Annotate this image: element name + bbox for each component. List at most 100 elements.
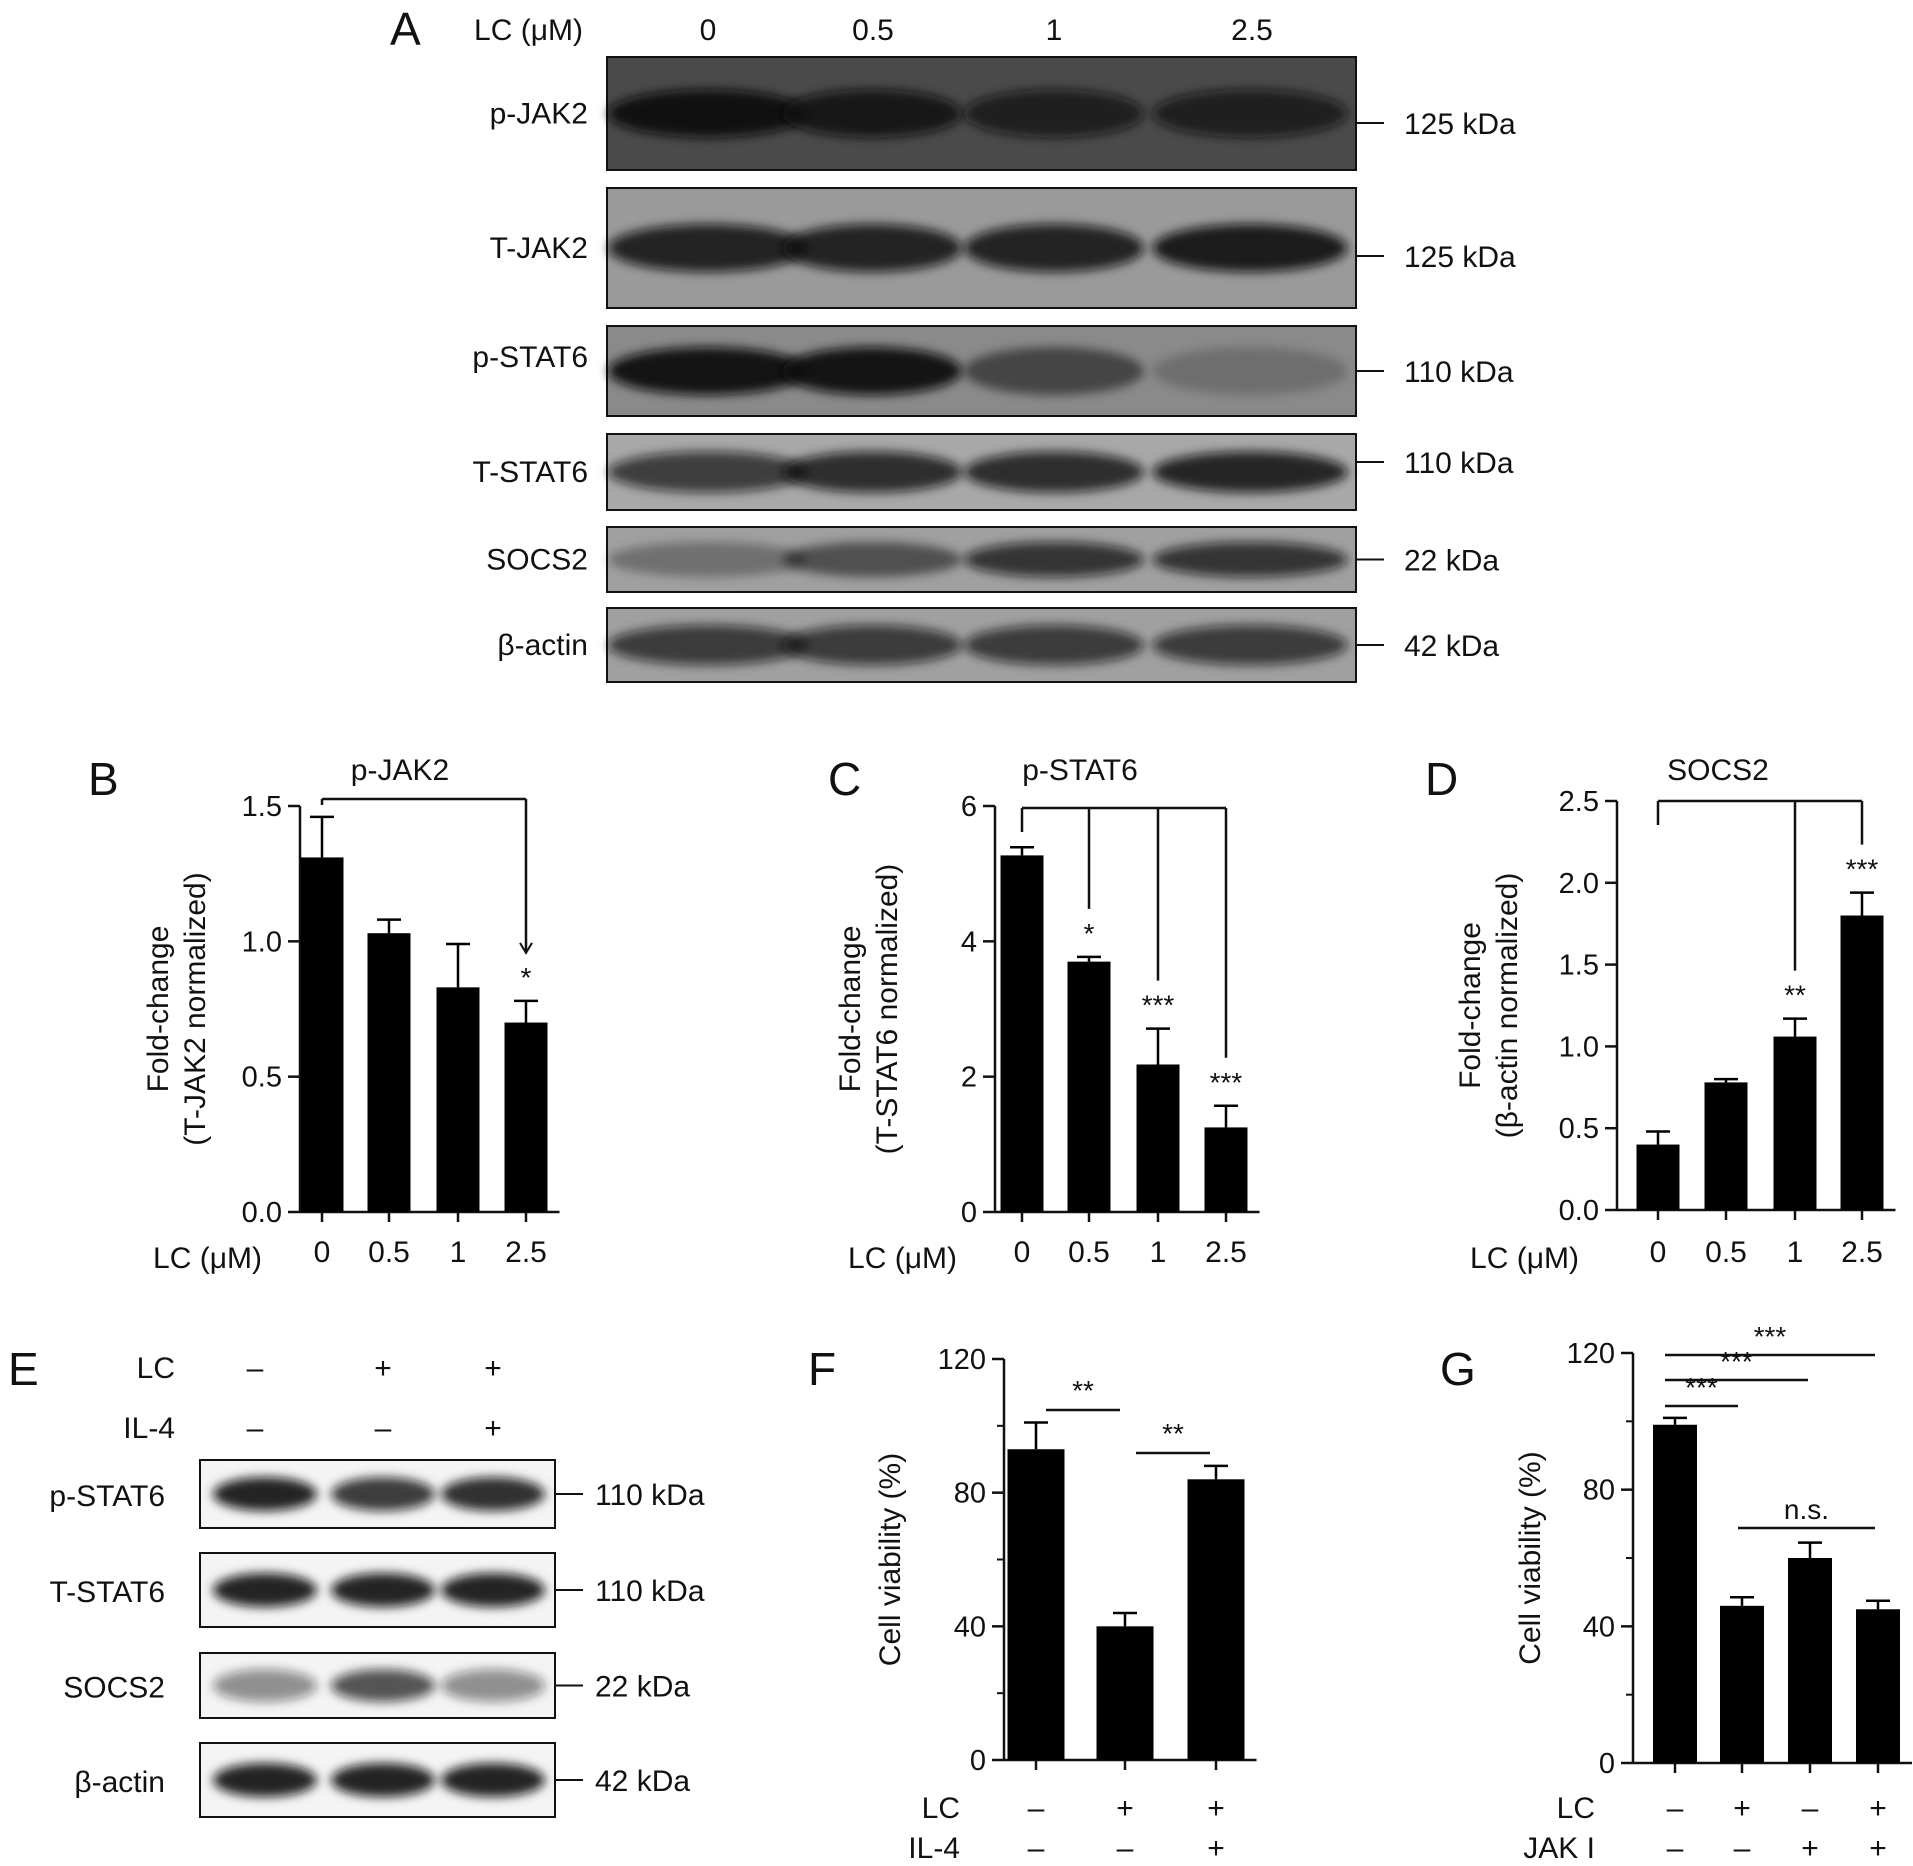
y-tick-label: 4 (961, 926, 977, 958)
x-tick-label: 0.5 (368, 1236, 410, 1269)
y-tick-label: 0.0 (242, 1197, 282, 1229)
significance-label: ** (1072, 1375, 1094, 1406)
blot-e-condition-value: – (247, 1352, 264, 1385)
blot-e-kda-label: 110 kDa (595, 1479, 705, 1512)
condition-value: – (1028, 1832, 1045, 1865)
bar (1788, 1558, 1832, 1763)
x-tick-label: 0 (314, 1236, 331, 1269)
blot-a-band (608, 224, 808, 272)
significance-label: *** (1142, 990, 1175, 1021)
blot-e-condition-value: + (374, 1352, 392, 1385)
y-axis-label: (T-STAT6 normalized) (871, 864, 904, 1155)
y-axis-label: Fold-change (834, 926, 867, 1093)
blot-e-band (331, 1669, 435, 1702)
blot-a-band (964, 541, 1144, 578)
blot-a-band (782, 89, 962, 138)
blot-e-row-label: T-STAT6 (49, 1576, 165, 1609)
blot-e-condition-label: LC (137, 1352, 175, 1385)
blot-a: p-JAK2 125 kDa T-JAK2 125 kDa p-STAT6 110 kDa… (472, 56, 1516, 683)
blot-a-lane-label: 1 (1046, 14, 1063, 47)
blot-a-band (964, 347, 1144, 395)
bar (1204, 1127, 1248, 1212)
condition-label: LC (922, 1792, 960, 1825)
y-tick-label: 0 (970, 1745, 986, 1777)
blot-a-band (608, 451, 808, 493)
blot-e-band (441, 1477, 545, 1511)
y-axis-label: Cell viability (%) (1514, 1451, 1547, 1664)
blot-e-band (213, 1763, 317, 1797)
blot-e-band (441, 1669, 545, 1702)
bar (1187, 1479, 1245, 1760)
blot-e-band (331, 1477, 435, 1511)
blot-a-kda-label: 125 kDa (1404, 108, 1516, 141)
chart-g-cell-viability: 0 40 80 120 Cell viability (%) LC – + – + JAK I – – +… (1514, 1321, 1912, 1865)
significance-label: * (1084, 918, 1095, 949)
significance-label: ** (1162, 1418, 1184, 1449)
y-axis-label: Fold-change (1454, 922, 1487, 1089)
y-tick-label: 2.5 (1559, 786, 1599, 818)
condition-value: – (1667, 1792, 1684, 1825)
panel-letter-d: D (1425, 753, 1458, 805)
significance-label: *** (1754, 1321, 1787, 1352)
x-tick-label: 0 (1014, 1236, 1031, 1269)
y-tick-label: 80 (1583, 1475, 1615, 1507)
y-tick-label: 1.5 (1559, 950, 1599, 982)
blot-e-condition-labels: LC – + + IL-4 – – + (123, 1352, 501, 1445)
blot-a-band (1152, 89, 1348, 138)
y-tick-label: 2.0 (1559, 868, 1599, 900)
condition-value: + (1116, 1792, 1134, 1825)
blot-e-condition-label: IL-4 (123, 1412, 175, 1445)
chart-f-cell-viability: 0 40 80 120 Cell viability (%) LC – + + IL-4 – – + **… (874, 1344, 1257, 1865)
y-tick-label: 40 (1583, 1611, 1615, 1643)
blot-e-band (213, 1477, 317, 1511)
condition-value: + (1733, 1792, 1751, 1825)
bar (1653, 1424, 1697, 1763)
significance-arrow (519, 942, 533, 955)
blot-e-row-label: β-actin (74, 1766, 165, 1799)
y-axis-label: Fold-change (142, 926, 175, 1093)
blot-e-condition-value: + (484, 1412, 502, 1445)
condition-value: – (1117, 1832, 1134, 1865)
blot-a-kda-label: 110 kDa (1404, 356, 1514, 389)
condition-value: + (1869, 1792, 1887, 1825)
blot-a-row-label: β-actin (497, 629, 588, 662)
y-tick-label: 40 (954, 1611, 986, 1643)
x-tick-label: 2.5 (1841, 1236, 1883, 1269)
blot-e-row-label: p-STAT6 (49, 1480, 165, 1513)
x-tick-label: 1 (450, 1236, 467, 1269)
panel-letter-f: F (808, 1343, 836, 1395)
bar (1136, 1064, 1180, 1212)
x-tick-label: 0.5 (1705, 1236, 1747, 1269)
y-tick-label: 120 (1567, 1338, 1615, 1370)
y-tick-label: 80 (954, 1478, 986, 1510)
chart-b-p-jak2: 0.0 0.5 1.0 1.5 Fold-change (T-JAK2 normalize… (142, 754, 560, 1275)
blot-a-band (964, 89, 1144, 138)
chart-title: SOCS2 (1667, 754, 1769, 787)
y-tick-label: 6 (961, 791, 977, 823)
blot-a-band (1152, 451, 1348, 493)
condition-value: – (1028, 1792, 1045, 1825)
panel-letter-b: B (88, 753, 119, 805)
blot-a-band (1152, 541, 1348, 578)
chart-d-socs2: 0.0 0.5 1.0 1.5 2.0 2.5 Fold-change (β-actin no… (1454, 754, 1896, 1275)
y-axis-label: (T-JAK2 normalized) (179, 872, 212, 1145)
condition-value: + (1801, 1832, 1819, 1865)
blot-e-row-label: SOCS2 (63, 1672, 165, 1705)
blot-a-band (782, 541, 962, 578)
bar (367, 933, 411, 1212)
condition-label: IL-4 (908, 1832, 960, 1865)
blot-e-condition-value: + (484, 1352, 502, 1385)
chart-title: p-STAT6 (1022, 754, 1138, 787)
blot-a-band (608, 625, 808, 665)
blot-e-band (441, 1573, 545, 1607)
blot-a-row-label: T-JAK2 (490, 232, 588, 265)
significance-label: *** (1720, 1346, 1753, 1377)
significance-label: n.s. (1784, 1494, 1829, 1525)
y-tick-label: 2 (961, 1062, 977, 1094)
condition-value: + (1869, 1832, 1887, 1865)
significance-label: *** (1685, 1372, 1718, 1403)
blot-a-band (782, 451, 962, 493)
bar (1096, 1626, 1154, 1760)
x-tick-label: 2.5 (505, 1236, 547, 1269)
blot-a-band (964, 625, 1144, 665)
